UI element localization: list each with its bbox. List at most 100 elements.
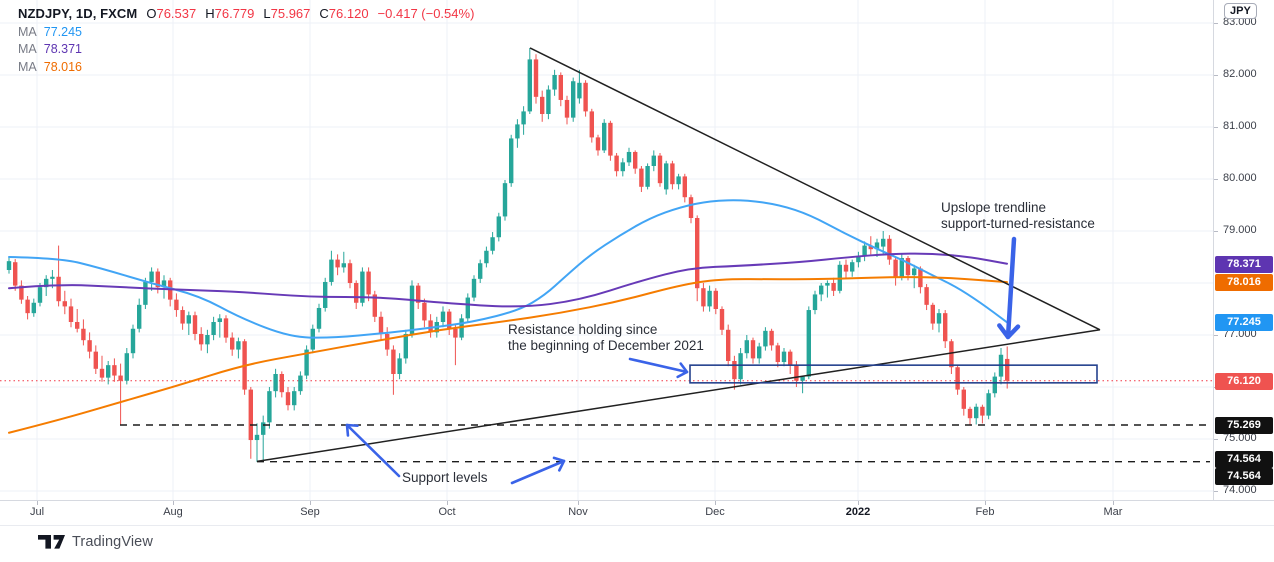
candle-body <box>750 340 756 359</box>
ma-label: MA <box>18 24 37 39</box>
price-tick <box>1214 126 1218 128</box>
candle-body <box>378 316 384 334</box>
candle-body <box>248 389 253 441</box>
candle-body <box>335 259 340 268</box>
candle-body <box>385 333 390 350</box>
close-key: C <box>319 6 329 21</box>
price-axis[interactable]: 83.00082.00081.00080.00079.00077.00076.0… <box>1213 0 1274 524</box>
candle-body <box>254 434 260 441</box>
candle-body <box>980 406 985 416</box>
change-value: −0.417 (−0.54%) <box>377 6 475 21</box>
ma-line-ma1[interactable] <box>8 199 1008 339</box>
support-arrow-right[interactable] <box>510 456 566 485</box>
candle-body <box>558 74 563 100</box>
resistance-box[interactable] <box>689 364 1098 384</box>
candle-body <box>19 285 24 300</box>
candle-body <box>868 245 873 250</box>
candle-body <box>223 318 229 338</box>
candle-body <box>564 99 570 118</box>
candle-body <box>738 353 743 380</box>
candle-body <box>788 351 793 366</box>
candle-body <box>93 351 98 369</box>
price-tick-label: 80.000 <box>1223 171 1257 184</box>
time-tick-label: Oct <box>438 506 456 518</box>
ascending-trendline[interactable] <box>256 329 1101 463</box>
descending-trendline[interactable] <box>529 47 1101 331</box>
ma-line-ma2[interactable] <box>8 252 1008 308</box>
upslope-note: Upslope trendline support-turned-resistan… <box>941 200 1095 231</box>
candle-body <box>874 242 880 250</box>
candle-body <box>664 163 669 190</box>
support-arrow-left[interactable] <box>345 423 401 478</box>
price-tick-label: 81.000 <box>1223 119 1257 132</box>
ma-legend-row-3[interactable]: MA 78.016 <box>18 60 474 74</box>
candle-body <box>304 349 309 376</box>
candle-body <box>515 124 520 139</box>
symbol-row[interactable]: NZDJPY, 1D, FXCM O76.537 H76.779 L75.967… <box>18 6 474 21</box>
chart-legend: NZDJPY, 1D, FXCM O76.537 H76.779 L75.967… <box>18 6 474 74</box>
candle-body <box>465 297 470 319</box>
candle-body <box>744 340 749 354</box>
resistance-arrow[interactable] <box>628 357 689 379</box>
upslope-arrow[interactable] <box>997 236 1021 340</box>
candle-body <box>769 330 774 346</box>
price-tick <box>1214 22 1218 24</box>
candle-body <box>360 271 365 303</box>
ohlc-high: H76.779 <box>205 6 254 21</box>
candle-body <box>806 310 811 377</box>
candle-body <box>279 373 284 393</box>
time-tick <box>858 501 859 505</box>
candle-body <box>118 375 123 381</box>
candle-body <box>881 238 886 247</box>
candle-body <box>850 262 855 272</box>
candle-body <box>670 163 675 185</box>
time-tick-label: Nov <box>568 506 588 518</box>
candle-body <box>682 176 687 198</box>
candle-body <box>546 89 551 114</box>
candle-body <box>149 271 154 282</box>
candle-body <box>496 216 501 238</box>
time-tick-label: Feb <box>975 506 995 518</box>
candle-body <box>763 330 768 347</box>
candle-body <box>44 278 49 288</box>
currency-chip[interactable]: JPY <box>1224 3 1257 19</box>
tradingview-logo[interactable]: TradingView <box>38 534 153 550</box>
symbol-title[interactable]: NZDJPY, 1D, FXCM <box>18 6 138 21</box>
ma-legend-row-2[interactable]: MA 78.371 <box>18 42 474 56</box>
ma-legend-row-1[interactable]: MA 77.245 <box>18 25 474 39</box>
candle-body <box>651 155 656 166</box>
candle-body <box>794 365 799 381</box>
candle-body <box>230 337 235 350</box>
candle-body <box>887 238 892 260</box>
ohlc-open: O76.537 <box>146 6 196 21</box>
candle-body <box>595 137 601 151</box>
time-axis[interactable]: Jul Aug Sep Oct Nov Dec 2022 Feb Mar <box>0 500 1274 526</box>
price-tick-label: 75.000 <box>1223 431 1257 444</box>
candle-body <box>471 278 477 298</box>
ohlc-low: L75.967 <box>263 6 310 21</box>
ma-line-ma3[interactable] <box>8 276 1008 434</box>
support-note: Support levels <box>402 470 488 486</box>
candle-body <box>490 237 495 251</box>
candle-body <box>992 376 997 394</box>
candles <box>6 47 1010 462</box>
price-tick <box>1214 334 1218 336</box>
time-tick-label: Dec <box>705 506 725 518</box>
candle-body <box>354 282 359 303</box>
candle-body <box>912 268 917 276</box>
candle-body <box>577 82 582 99</box>
candle-body <box>453 328 458 338</box>
candle-body <box>608 122 613 156</box>
price-tick-label: 82.000 <box>1223 67 1257 80</box>
gridlines <box>0 0 1213 500</box>
candle-body <box>391 349 396 374</box>
low-value: 75.967 <box>270 6 311 21</box>
time-tick <box>985 501 986 505</box>
candle-body <box>186 315 191 324</box>
candle-body <box>292 391 297 406</box>
candle-body <box>930 304 935 324</box>
candle-body <box>6 261 12 270</box>
candle-body <box>174 299 179 311</box>
